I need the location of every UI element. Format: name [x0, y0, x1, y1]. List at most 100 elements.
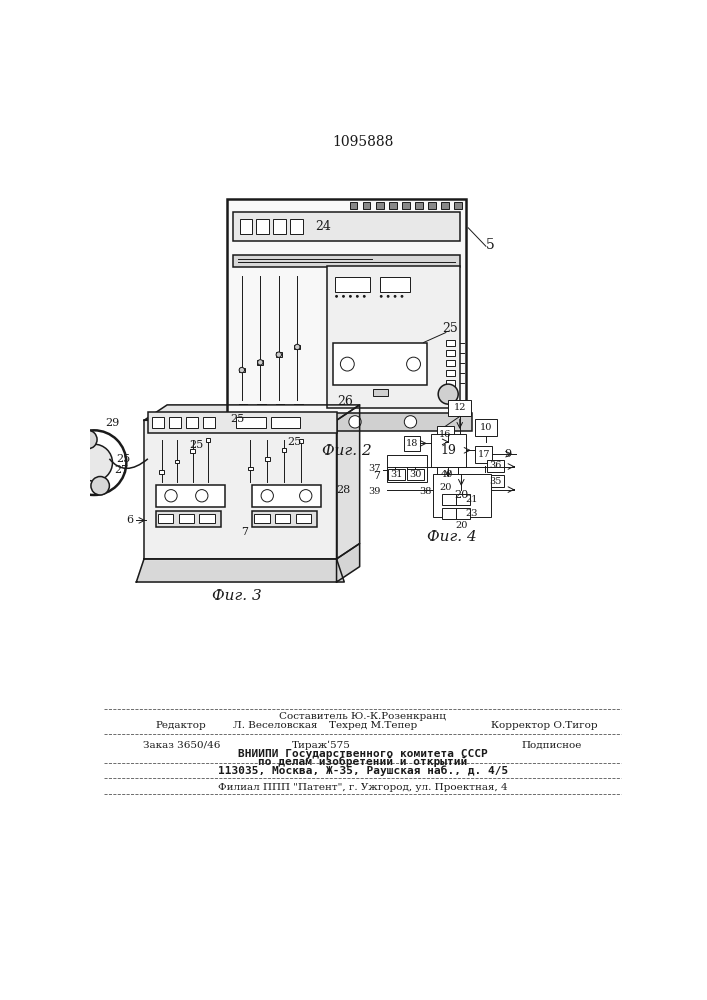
- Bar: [456, 508, 469, 519]
- Text: 6: 6: [127, 515, 134, 525]
- Bar: [335, 277, 370, 292]
- Text: 5: 5: [486, 238, 495, 252]
- Text: 25: 25: [116, 454, 130, 464]
- Text: 19: 19: [440, 444, 457, 457]
- Bar: [455, 202, 462, 209]
- Bar: [402, 202, 409, 209]
- Bar: [169, 417, 181, 428]
- Bar: [437, 466, 458, 482]
- Circle shape: [336, 295, 337, 297]
- Bar: [327, 266, 460, 408]
- Text: по делам изобретений и открытий: по делам изобретений и открытий: [258, 757, 467, 767]
- Text: 17: 17: [477, 450, 490, 459]
- Bar: [239, 368, 245, 372]
- Text: 31: 31: [390, 470, 403, 479]
- Bar: [265, 457, 269, 461]
- Text: 27: 27: [114, 465, 128, 475]
- Bar: [252, 485, 321, 507]
- Bar: [206, 438, 210, 442]
- Polygon shape: [144, 420, 337, 559]
- Bar: [271, 417, 300, 428]
- Text: Составитель Ю.-К.Розенкранц: Составитель Ю.-К.Розенкранц: [279, 712, 446, 721]
- Text: Корректор О.Тигор: Корректор О.Тигор: [491, 721, 597, 730]
- Text: Подписное: Подписное: [521, 741, 582, 750]
- Bar: [275, 514, 291, 523]
- Bar: [446, 370, 455, 376]
- Text: 16: 16: [439, 430, 451, 439]
- Bar: [291, 219, 303, 234]
- Bar: [446, 380, 455, 386]
- Circle shape: [401, 295, 403, 297]
- Circle shape: [293, 416, 305, 428]
- Text: ВНИИПИ Государственного комитета СССР: ВНИИПИ Государственного комитета СССР: [238, 749, 488, 759]
- Bar: [486, 460, 503, 472]
- Text: 25: 25: [443, 322, 458, 335]
- Text: 25: 25: [287, 437, 301, 447]
- Text: 20: 20: [455, 521, 467, 530]
- Circle shape: [363, 295, 366, 297]
- Text: 24: 24: [315, 220, 331, 233]
- Text: 40: 40: [441, 470, 454, 479]
- Bar: [257, 219, 269, 234]
- Text: Редактор: Редактор: [156, 721, 206, 730]
- Text: 21: 21: [465, 495, 477, 504]
- Bar: [334, 343, 428, 385]
- Text: 25: 25: [230, 414, 244, 424]
- Bar: [380, 277, 411, 292]
- Polygon shape: [337, 544, 360, 582]
- Circle shape: [387, 295, 389, 297]
- Bar: [158, 514, 173, 523]
- Polygon shape: [337, 405, 360, 559]
- Text: 25: 25: [189, 440, 204, 450]
- Text: Заказ 3650/46: Заказ 3650/46: [143, 741, 220, 750]
- Bar: [407, 469, 423, 480]
- Bar: [294, 345, 300, 349]
- Bar: [254, 514, 269, 523]
- Text: 20: 20: [439, 483, 451, 492]
- Bar: [350, 202, 357, 209]
- Circle shape: [394, 295, 396, 297]
- Text: 23: 23: [465, 509, 477, 518]
- Bar: [233, 212, 460, 241]
- Text: 28: 28: [337, 485, 351, 495]
- Bar: [274, 219, 286, 234]
- Text: 12: 12: [453, 403, 466, 412]
- Circle shape: [238, 416, 250, 428]
- Polygon shape: [136, 559, 344, 582]
- Bar: [276, 352, 282, 357]
- Bar: [387, 455, 426, 482]
- Bar: [404, 436, 421, 451]
- Text: Тиражʹ575: Тиражʹ575: [292, 741, 351, 750]
- Bar: [248, 466, 252, 470]
- Bar: [186, 417, 198, 428]
- Text: 38: 38: [419, 487, 431, 496]
- Circle shape: [404, 416, 416, 428]
- Text: Филиал ППП "Патент", г. Ужгород, ул. Проектная, 4: Филиал ППП "Патент", г. Ужгород, ул. Про…: [218, 783, 508, 792]
- Bar: [199, 514, 215, 523]
- Circle shape: [295, 344, 300, 350]
- Text: 29: 29: [105, 418, 119, 428]
- Bar: [437, 426, 454, 442]
- Bar: [446, 340, 455, 346]
- Text: 9: 9: [505, 449, 512, 459]
- Bar: [156, 511, 221, 527]
- Bar: [299, 439, 303, 443]
- Circle shape: [78, 430, 97, 449]
- Bar: [442, 494, 456, 505]
- Text: Фиг. 4: Фиг. 4: [427, 530, 477, 544]
- Bar: [240, 219, 252, 234]
- Text: 26: 26: [337, 395, 354, 408]
- Bar: [428, 202, 436, 209]
- Bar: [227, 199, 466, 414]
- Bar: [190, 449, 195, 453]
- Circle shape: [91, 477, 110, 495]
- Bar: [236, 417, 266, 428]
- Bar: [431, 434, 466, 466]
- Text: 7: 7: [240, 527, 247, 537]
- Bar: [179, 514, 194, 523]
- Bar: [148, 412, 337, 433]
- Text: 35: 35: [489, 477, 501, 486]
- Circle shape: [356, 295, 358, 297]
- Bar: [376, 202, 383, 209]
- Bar: [448, 400, 472, 416]
